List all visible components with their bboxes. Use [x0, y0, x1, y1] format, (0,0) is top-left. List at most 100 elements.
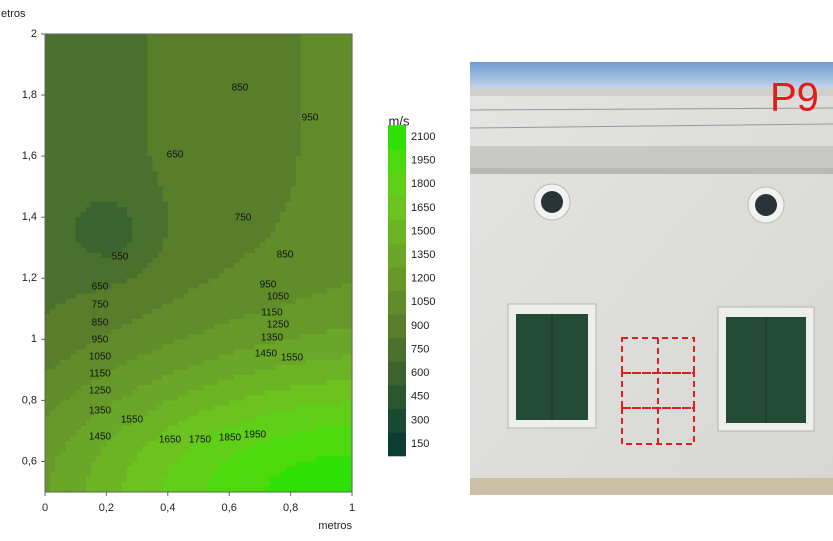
field-cell — [295, 125, 302, 132]
field-cell — [218, 237, 225, 244]
field-cell — [259, 49, 266, 55]
field-cell — [280, 293, 287, 300]
field-cell — [229, 166, 235, 172]
field-cell — [162, 451, 169, 457]
field-cell — [50, 161, 56, 167]
field-cell — [265, 273, 271, 279]
field-cell — [208, 456, 215, 463]
field-cell — [65, 237, 72, 244]
field-cell — [85, 481, 92, 488]
field-cell — [249, 273, 256, 279]
field-cell — [60, 339, 67, 346]
field-cell — [285, 415, 292, 422]
field-cell — [275, 84, 281, 91]
field-cell — [280, 471, 287, 478]
field-cell — [290, 415, 297, 422]
field-cell — [208, 84, 215, 91]
field-cell — [45, 39, 51, 45]
field-cell — [45, 212, 51, 218]
field-cell — [244, 69, 251, 76]
field-cell — [178, 303, 184, 310]
field-cell — [50, 486, 56, 493]
field-cell — [60, 247, 67, 254]
field-cell — [244, 201, 251, 208]
field-cell — [224, 456, 230, 463]
field-cell — [198, 130, 205, 137]
field-cell — [275, 130, 281, 137]
field-cell — [249, 380, 256, 386]
field-cell — [193, 349, 200, 356]
field-cell — [142, 425, 148, 432]
field-cell — [198, 476, 205, 483]
field-cell — [85, 461, 92, 468]
field-cell — [265, 308, 271, 315]
field-cell — [45, 329, 51, 335]
field-cell — [254, 334, 261, 340]
field-cell — [162, 64, 169, 71]
field-cell — [70, 156, 77, 162]
field-cell — [178, 186, 184, 193]
field-cell — [280, 191, 287, 198]
field-cell — [80, 227, 87, 234]
field-cell — [80, 105, 87, 111]
field-cell — [218, 359, 225, 366]
field-cell — [101, 354, 107, 361]
field-cell — [229, 486, 235, 493]
field-cell — [147, 49, 154, 55]
field-cell — [101, 425, 107, 432]
field-cell — [126, 268, 133, 274]
field-cell — [55, 405, 61, 412]
field-cell — [111, 334, 118, 340]
field-cell — [239, 354, 246, 361]
field-cell — [147, 263, 154, 269]
field-cell — [167, 318, 174, 325]
field-cell — [152, 441, 159, 447]
field-cell — [321, 212, 328, 218]
field-cell — [106, 54, 113, 61]
field-cell — [305, 110, 312, 117]
field-cell — [147, 84, 154, 91]
field-cell — [157, 212, 164, 218]
field-cell — [101, 395, 107, 401]
field-cell — [249, 400, 256, 407]
field-cell — [193, 166, 200, 172]
field-cell — [203, 166, 210, 172]
field-cell — [254, 400, 261, 407]
field-cell — [203, 420, 210, 427]
field-cell — [285, 420, 292, 427]
field-cell — [208, 69, 215, 76]
field-cell — [270, 74, 276, 81]
field-cell — [121, 166, 128, 172]
field-cell — [101, 247, 107, 254]
field-cell — [198, 481, 205, 488]
field-cell — [172, 120, 179, 127]
field-cell — [131, 222, 138, 228]
field-cell — [265, 232, 271, 239]
field-cell — [75, 125, 82, 132]
field-cell — [183, 374, 189, 381]
field-cell — [111, 420, 118, 427]
field-cell — [50, 415, 56, 422]
field-cell — [106, 120, 113, 127]
field-cell — [60, 151, 67, 157]
field-cell — [321, 186, 328, 193]
field-cell — [55, 334, 61, 340]
field-cell — [178, 257, 184, 264]
field-cell — [229, 349, 235, 356]
field-cell — [152, 288, 159, 295]
field-cell — [80, 100, 87, 106]
field-cell — [91, 44, 97, 50]
field-cell — [198, 486, 205, 493]
field-cell — [305, 273, 312, 279]
field-cell — [259, 298, 266, 305]
field-cell — [70, 79, 77, 86]
field-cell — [265, 481, 271, 488]
field-cell — [50, 171, 56, 178]
field-cell — [91, 49, 97, 55]
field-cell — [198, 268, 205, 274]
field-cell — [80, 191, 87, 198]
field-cell — [50, 135, 56, 142]
field-cell — [85, 268, 92, 274]
field-cell — [224, 329, 230, 335]
field-cell — [147, 140, 154, 147]
